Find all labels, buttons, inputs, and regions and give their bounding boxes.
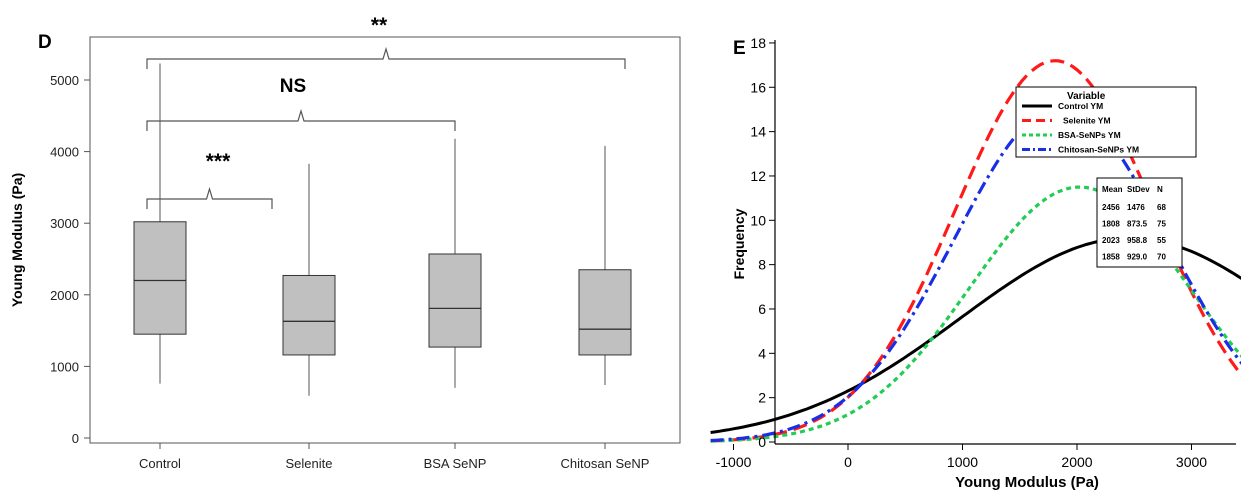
- box-iqr: [282, 274, 336, 356]
- stats-cell: 1476: [1127, 203, 1145, 212]
- stats-cell: 55: [1157, 236, 1166, 245]
- y-tick-label: 4: [758, 345, 766, 361]
- legend-title: Variable: [1067, 91, 1106, 102]
- panel-e-label: E: [733, 38, 746, 59]
- legend-entry: Selenite YM: [1063, 116, 1111, 126]
- legend-items: Control YM Selenite YM BSA-SeNPs YM Chitosa…: [1022, 101, 1139, 155]
- y-tick-label: 0: [758, 434, 766, 450]
- y-tick-label: 0: [72, 431, 79, 446]
- x-tick-label: 1000: [947, 454, 978, 470]
- significance-label: NS: [280, 76, 306, 97]
- stats-table-cells: Mean StDev N 2456 1476 68 1808 873.5 75 2023 958.8…: [1102, 185, 1166, 262]
- panel-e-x-axis-label: Young Modulus (Pa): [955, 474, 1099, 491]
- significance-label: ***: [206, 150, 231, 173]
- panel-e-x-ticks: -10000100020003000400050006000: [716, 444, 1207, 470]
- x-tick-label: 3000: [1176, 454, 1207, 470]
- y-tick-label: 18: [750, 35, 766, 51]
- panel-d: D Young Modulus (Pa) 0 1000 2000 3000 4000 50…: [9, 14, 681, 471]
- y-tick-label: 14: [750, 124, 766, 140]
- stats-header: N: [1157, 185, 1163, 194]
- stats-cell: 2023: [1102, 236, 1120, 245]
- panel-d-brackets: *** NS **: [146, 14, 626, 209]
- stats-cell: 68: [1157, 203, 1166, 212]
- box-iqr: [133, 221, 187, 335]
- stats-cell: 929.0: [1127, 253, 1148, 262]
- panel-e-axes: [774, 40, 1236, 445]
- legend-entry: BSA-SeNPs YM: [1058, 130, 1121, 140]
- y-tick-label: 2: [758, 390, 766, 406]
- x-tick-label: Chitosan SeNP: [561, 456, 650, 471]
- stats-cell: 75: [1157, 220, 1166, 229]
- significance-label: **: [371, 14, 388, 37]
- stats-header: Mean: [1102, 185, 1123, 194]
- y-tick-label: 16: [750, 79, 766, 95]
- significance-bracket: [146, 186, 273, 209]
- stats-cell: 958.8: [1127, 236, 1148, 245]
- stats-cell: 70: [1157, 253, 1166, 262]
- x-tick-label: 2000: [1061, 454, 1092, 470]
- significance-bracket: [146, 46, 626, 69]
- y-tick-label: 5000: [50, 73, 79, 88]
- panel-e-y-axis-label: Frequency: [731, 208, 747, 279]
- panel-d-y-ticks: 0 1000 2000 3000 4000 5000: [50, 73, 90, 446]
- panel-e-stats-table: Mean StDev N 2456 1476 68 1808 873.5 75 2023 958.8…: [1096, 177, 1183, 268]
- stats-cell: 2456: [1102, 203, 1120, 212]
- panel-d-plot-frame: [89, 36, 681, 444]
- curve-chitosan-senps-ym: [710, 105, 1241, 443]
- panel-e: E Frequency Young Modulus (Pa) 024681012…: [710, 35, 1241, 491]
- stats-cell: 1858: [1102, 253, 1120, 262]
- panel-e-legend: Variable Control YM Selenite YM BSA-SeNPs …: [1015, 86, 1197, 158]
- y-tick-label: 2000: [50, 288, 79, 303]
- curve-control-ym: [710, 236, 1241, 434]
- panel-d-x-ticks: Control Selenite BSA SeNP Chitosan SeNP: [139, 443, 649, 471]
- x-tick-label: BSA SeNP: [424, 456, 487, 471]
- y-tick-label: 12: [750, 168, 766, 184]
- x-tick-label: Selenite: [286, 456, 333, 471]
- panel-d-boxes: [133, 63, 632, 396]
- y-tick-label: 6: [758, 301, 766, 317]
- panel-e-y-ticks: 0 2 4 6 8 10 12 14 16 18: [750, 35, 775, 450]
- box-iqr: [578, 269, 632, 356]
- legend-entry: Control YM: [1058, 101, 1103, 111]
- panel-d-label: D: [38, 32, 52, 53]
- x-tick-label: Control: [139, 456, 181, 471]
- legend-box: [1015, 86, 1197, 158]
- stats-cell: 873.5: [1127, 220, 1148, 229]
- y-tick-label: 4000: [50, 145, 79, 160]
- legend-entry: Chitosan-SeNPs YM: [1058, 145, 1139, 155]
- box-iqr: [428, 253, 482, 348]
- x-tick-label: -1000: [716, 454, 752, 470]
- stats-header: StDev: [1127, 185, 1150, 194]
- y-tick-label: 8: [758, 257, 766, 273]
- significance-bracket: [146, 108, 456, 131]
- stats-cell: 1808: [1102, 220, 1120, 229]
- stats-table-box: [1096, 177, 1183, 268]
- x-tick-label: 0: [844, 454, 852, 470]
- y-tick-label: 10: [750, 212, 766, 228]
- y-tick-label: 3000: [50, 216, 79, 231]
- y-tick-label: 1000: [50, 359, 79, 374]
- panel-d-y-axis-label: Young Modulus (Pa): [9, 173, 25, 307]
